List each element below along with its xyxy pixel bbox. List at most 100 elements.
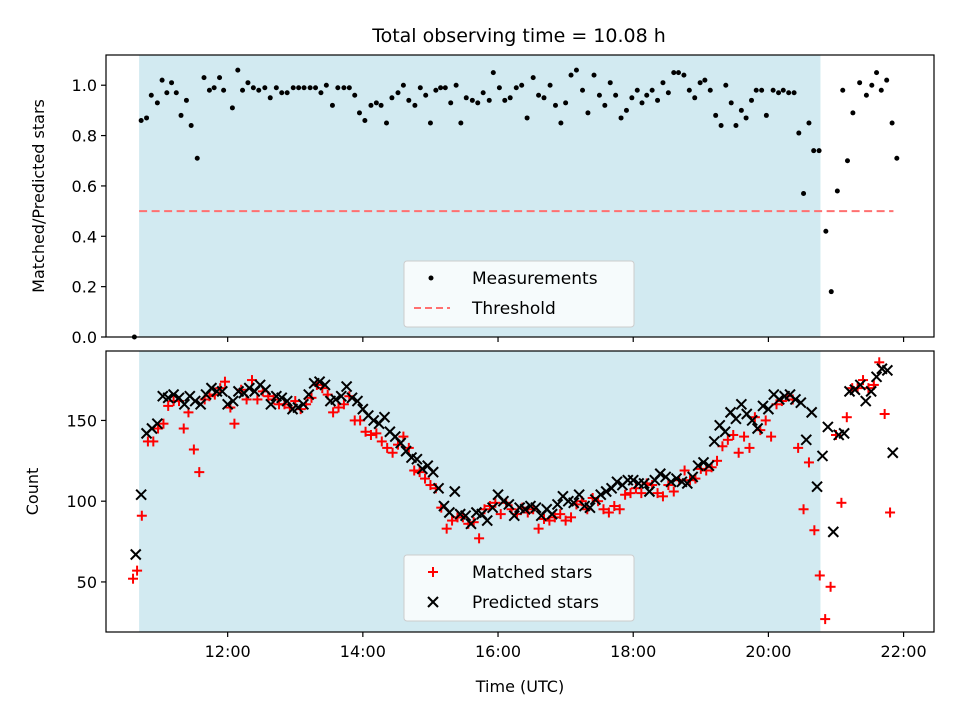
measurement-point: [245, 80, 251, 86]
matched-star-point: [636, 488, 647, 499]
matched-star-point: [793, 442, 804, 453]
x-tick-label: 18:00: [610, 642, 656, 661]
measurement-point: [267, 95, 273, 101]
measurement-point: [453, 82, 459, 88]
measurement-point: [154, 100, 160, 106]
predicted-star-point: [330, 393, 342, 406]
matched-star-point: [328, 407, 339, 418]
top-y-ticks: 0.0 0.2 0.4 0.6 0.8 1.0: [72, 76, 106, 347]
legend-marker-predicted: [427, 596, 439, 608]
matched-star-point: [885, 507, 896, 518]
measurement-point: [256, 87, 262, 93]
predicted-star-point: [719, 426, 731, 438]
measurement-point: [412, 102, 418, 108]
measurement-point: [649, 87, 655, 93]
matched-star-point: [136, 510, 147, 521]
top-y-tick-label: 0.4: [72, 227, 97, 246]
matched-star-point: [652, 488, 663, 499]
measurement-point: [313, 85, 319, 91]
predicted-star-point: [205, 382, 218, 394]
predicted-star-point: [751, 422, 764, 435]
measurement-point: [894, 155, 900, 161]
measurement-point: [801, 190, 807, 196]
matched-star-point: [609, 501, 620, 512]
measurement-point: [519, 82, 525, 88]
predicted-star-point: [189, 395, 201, 407]
measurement-point: [816, 148, 822, 154]
predicted-star-point: [378, 411, 391, 423]
predicted-star-point: [568, 497, 580, 509]
measurement-point: [692, 95, 698, 101]
matched-star-point: [668, 486, 679, 497]
bottom-axes-frame: [105, 350, 935, 633]
measurement-point: [697, 80, 703, 86]
measurement-point: [776, 90, 782, 96]
predicted-star-point: [730, 413, 742, 425]
measurement-point: [262, 85, 268, 91]
matched-star-point: [657, 491, 668, 502]
predicted-star-point: [481, 514, 493, 527]
matched-star-point: [809, 525, 820, 536]
measurement-point: [296, 85, 302, 91]
measurement-point: [702, 77, 708, 83]
matched-star-point: [382, 442, 393, 453]
measurement-point: [749, 97, 755, 103]
measurement-point: [713, 112, 719, 118]
matched-star-point: [252, 394, 263, 405]
matched-star-point: [760, 415, 771, 426]
matched-star-point: [625, 488, 636, 499]
matched-star-point: [798, 504, 809, 515]
measurement-point: [183, 97, 189, 103]
matched-star-point: [722, 434, 733, 445]
measurement-point: [763, 112, 769, 118]
predicted-star-point: [465, 518, 477, 530]
measurement-point: [188, 123, 194, 128]
predicted-star-point: [708, 435, 721, 448]
predicted-star-point: [584, 501, 596, 514]
measurement-point: [356, 110, 362, 116]
predicted-star-point: [865, 385, 877, 398]
measurement-point: [718, 123, 724, 128]
predicted-star-point: [860, 395, 872, 407]
measurement-point: [164, 90, 170, 96]
measurement-point: [686, 87, 692, 93]
measurement-point: [362, 117, 368, 123]
predicted-star-point: [546, 508, 558, 520]
measurement-point: [850, 110, 856, 116]
measurement-point: [728, 100, 734, 106]
bottom-y-ticks: 50 100 150: [66, 411, 106, 592]
predicted-star-point: [130, 548, 142, 561]
measurement-point: [753, 87, 759, 93]
measurement-point: [602, 102, 608, 108]
matched-star-point: [728, 429, 739, 440]
measurement-point: [623, 107, 629, 113]
measurement-point: [743, 115, 749, 121]
measurement-point: [373, 100, 379, 106]
measurement-point: [536, 92, 542, 98]
x-tick-label: 12:00: [205, 642, 251, 661]
measurement-point: [644, 92, 650, 98]
measurement-point: [681, 72, 687, 78]
measurement-point: [863, 92, 869, 98]
bottom-legend-box: [403, 554, 635, 622]
predicted-star-point: [178, 398, 191, 411]
measurement-point: [378, 102, 384, 108]
predicted-star-point: [216, 385, 228, 398]
predicted-star-point: [805, 406, 818, 419]
matched-star-point: [679, 465, 690, 476]
matched-star-point: [474, 533, 485, 544]
bottom-y-tick-label: 100: [66, 492, 97, 511]
measurement-point: [201, 75, 207, 81]
matched-star-point: [376, 436, 387, 447]
measurement-point: [840, 87, 846, 93]
measurement-point: [563, 100, 569, 106]
measurement-point: [173, 90, 179, 96]
measurement-point: [618, 115, 624, 121]
matched-star-point: [803, 457, 814, 468]
measurement-point: [138, 117, 144, 123]
measurement-point: [613, 92, 619, 98]
measurement-point: [507, 95, 513, 101]
measurements-series: [131, 67, 900, 340]
legend-marker-matched: [428, 567, 438, 577]
predicted-star-point: [795, 396, 807, 409]
